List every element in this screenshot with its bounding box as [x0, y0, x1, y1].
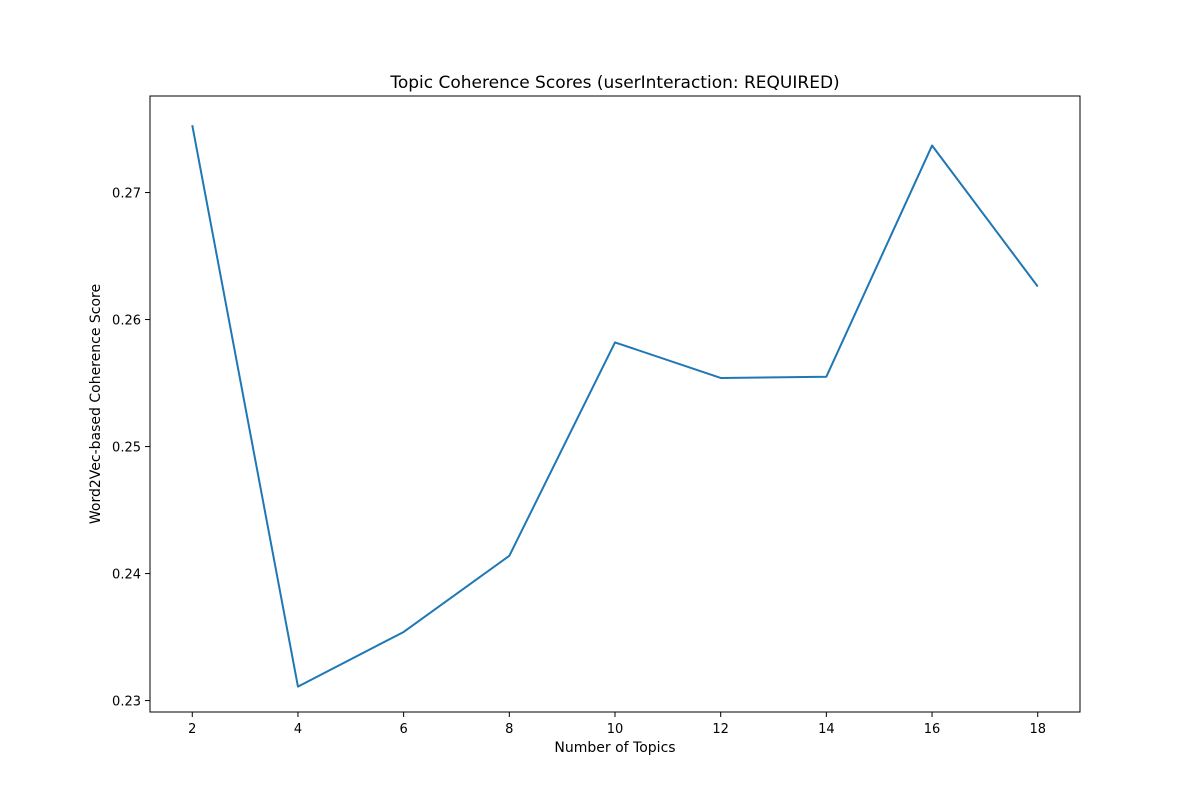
x-tick-label: 16: [924, 722, 941, 737]
x-tick-label: 18: [1029, 722, 1046, 737]
y-axis-ticks: 0.23 0.24 0.25 0.26 0.27: [112, 187, 150, 710]
x-tick-label: 14: [818, 722, 835, 737]
x-axis-label: Number of Topics: [554, 740, 675, 756]
plot-area: 2 4 6 8 10 12 14 16 18 0.23 0.24 0.25 0.26 0.27: [112, 95, 1081, 737]
x-tick-label: 10: [607, 722, 624, 737]
y-tick-label: 0.25: [112, 441, 141, 456]
y-tick-label: 0.23: [112, 695, 141, 710]
y-tick-label: 0.24: [112, 568, 141, 583]
y-tick-label: 0.27: [112, 187, 141, 202]
y-tick-label: 0.26: [112, 314, 141, 329]
x-tick-label: 8: [505, 722, 513, 737]
y-axis-label: Word2Vec-based Coherence Score: [88, 284, 104, 524]
x-tick-label: 4: [294, 722, 302, 737]
series-line-coherence: [191, 125, 1039, 688]
x-axis-ticks: 2 4 6 8 10 12 14 16 18: [188, 712, 1046, 737]
chart-title: Topic Coherence Scores (userInteraction:…: [389, 73, 839, 93]
x-tick-label: 6: [399, 722, 407, 737]
x-tick-label: 2: [188, 722, 196, 737]
x-tick-label: 12: [712, 722, 729, 737]
